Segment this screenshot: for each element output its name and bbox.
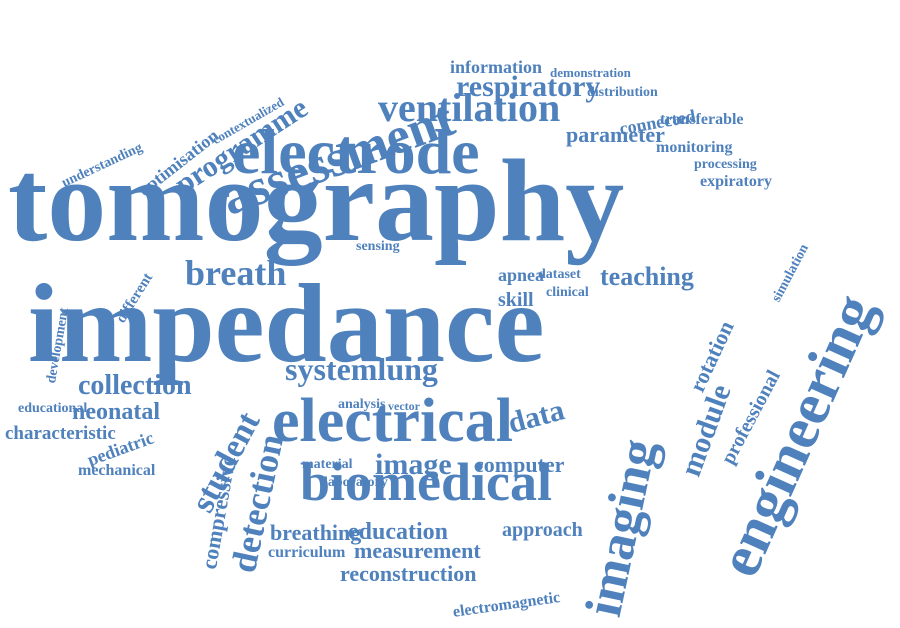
cloud-word-reconstruction: reconstruction <box>340 561 477 586</box>
cloud-word-information: information <box>450 57 542 77</box>
cloud-word-simulation: simulation <box>769 241 812 305</box>
cloud-word-breathing: breathing <box>270 520 362 545</box>
cloud-word-processing: processing <box>694 157 757 172</box>
cloud-word-electromagnetic: electromagnetic <box>451 588 562 621</box>
cloud-word-data: data <box>504 393 568 440</box>
cloud-word-curriculum: curriculum <box>268 544 346 561</box>
cloud-word-material: material <box>302 457 353 472</box>
cloud-word-mechanical: mechanical <box>78 462 156 479</box>
cloud-word-imaging: imaging <box>575 434 669 622</box>
cloud-word-neonatal: neonatal <box>72 399 161 425</box>
cloud-word-electrical: electrical <box>272 387 513 455</box>
cloud-word-sensing: sensing <box>356 239 400 254</box>
cloud-word-demonstration: demonstration <box>550 65 631 80</box>
cloud-word-approach: approach <box>502 519 583 541</box>
cloud-word-skill: skill <box>498 289 534 311</box>
cloud-word-breath: breath <box>185 253 287 293</box>
cloud-word-image: image <box>375 448 452 481</box>
cloud-word-rotation: rotation <box>684 316 739 396</box>
cloud-word-laboratory: laboratory <box>324 475 388 490</box>
cloud-word-expiratory: expiratory <box>700 173 772 190</box>
cloud-word-teaching: teaching <box>600 262 694 291</box>
cloud-word-respiratory: respiratory <box>456 70 601 103</box>
cloud-word-vector: vector <box>388 399 420 413</box>
cloud-word-biomedical: biomedical <box>300 452 552 512</box>
cloud-word-impedance: impedance <box>28 262 545 386</box>
cloud-word-transferable: transferable <box>660 111 744 128</box>
cloud-word-collection: collection <box>78 370 192 401</box>
cloud-word-monitoring: monitoring <box>656 139 733 156</box>
cloud-word-parameter: parameter <box>566 122 665 147</box>
cloud-word-dataset: dataset <box>538 267 581 282</box>
cloud-word-computer: computer <box>474 452 565 477</box>
cloud-word-tomography: tomography <box>8 135 625 266</box>
cloud-word-measurement: measurement <box>354 538 481 563</box>
cloud-word-electrode: electrode <box>232 116 480 187</box>
cloud-word-distribution: distribution <box>587 85 658 100</box>
cloud-word-ventilation: ventilation <box>378 85 561 130</box>
cloud-word-analysis: analysis <box>338 397 386 412</box>
cloud-word-clinical: clinical <box>546 285 589 300</box>
cloud-word-educational: educational <box>18 401 88 416</box>
cloud-word-education: education <box>348 519 449 545</box>
cloud-word-characteristic: characteristic <box>5 423 116 444</box>
cloud-word-apnea: apnea <box>498 265 545 285</box>
cloud-word-systemlung: systemlung <box>285 351 438 387</box>
